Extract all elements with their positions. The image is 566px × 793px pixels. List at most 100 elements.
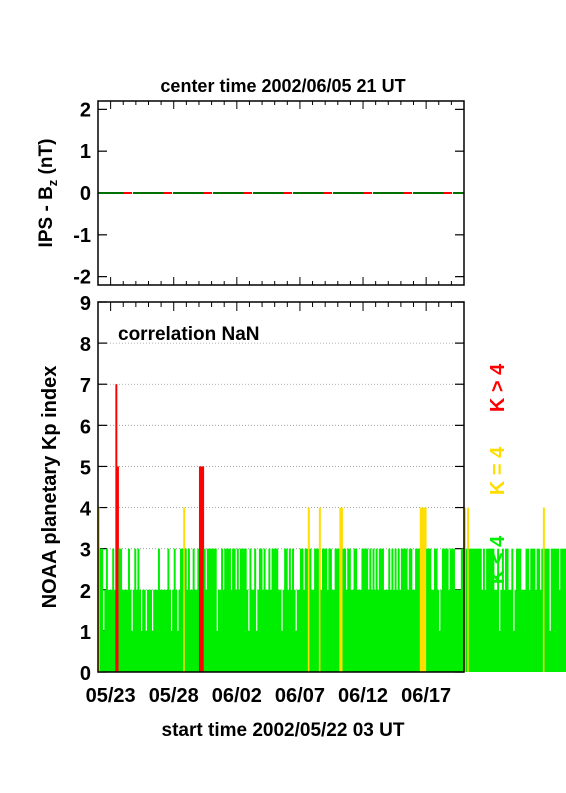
kp-bar — [430, 589, 433, 672]
bottom-xtick-label: 06/07 — [275, 685, 325, 707]
kp-bar — [536, 548, 539, 672]
kp-bar — [202, 466, 205, 672]
kp-bar — [262, 589, 265, 672]
kp-bar — [150, 589, 153, 672]
kp-bar — [260, 548, 263, 672]
kp-bar — [134, 548, 137, 672]
kp-bar — [451, 548, 454, 672]
kp-bar — [194, 589, 197, 672]
kp-bar — [274, 548, 277, 672]
kp-bar — [467, 507, 470, 672]
kp-bar — [320, 589, 323, 672]
kp-bar — [159, 589, 162, 672]
kp-bar — [393, 589, 395, 672]
top-ytick-label: 1 — [80, 141, 91, 163]
kp-bar — [123, 589, 126, 672]
kp-bar — [512, 630, 515, 672]
kp-bar — [257, 589, 260, 672]
kp-bar — [224, 548, 227, 672]
kp-bar — [443, 548, 446, 672]
kp-bar — [309, 548, 312, 672]
kp-bar — [176, 630, 179, 672]
kp-bar — [326, 589, 329, 672]
kp-bar — [279, 589, 282, 672]
kp-bar — [561, 548, 564, 672]
kp-bar — [263, 548, 266, 672]
kp-bar — [113, 589, 116, 672]
kp-bar — [299, 548, 302, 672]
kp-bar — [333, 589, 336, 672]
kp-bar — [375, 548, 378, 672]
bottom-ytick-label: 9 — [80, 293, 91, 315]
kp-bar — [370, 589, 373, 672]
kp-bar — [140, 630, 143, 672]
kp-bar — [110, 589, 113, 672]
kp-bar — [244, 548, 247, 672]
kp-bar — [476, 548, 479, 672]
kp-bar — [397, 548, 400, 672]
kp-bar — [329, 548, 332, 672]
kp-bar — [377, 589, 380, 672]
kp-bar — [456, 589, 459, 672]
bottom-ytick-label: 7 — [80, 375, 91, 397]
kp-bar — [553, 548, 556, 672]
bottom-xtick-label: 06/02 — [212, 685, 262, 707]
kp-bar — [238, 589, 241, 672]
kp-bar — [175, 589, 178, 672]
bottom-ytick-label: 3 — [80, 540, 91, 562]
kp-bar — [203, 548, 206, 672]
kp-bar — [165, 589, 168, 672]
kp-bar — [290, 589, 293, 672]
kp-bar — [464, 507, 466, 672]
kp-bar — [145, 630, 148, 672]
kp-bar — [216, 630, 219, 672]
kp-bar — [531, 548, 534, 672]
kp-bar — [265, 589, 268, 672]
kp-bar — [359, 589, 362, 672]
kp-bar — [388, 548, 391, 672]
kp-bar — [187, 548, 190, 672]
kp-bar — [104, 589, 107, 672]
legend-k-greater-4: K > 4 — [487, 363, 509, 412]
kp-bar — [213, 548, 216, 672]
kp-bar — [549, 630, 552, 672]
kp-bar — [105, 548, 108, 672]
kp-bar — [221, 548, 224, 672]
kp-bar — [378, 548, 381, 672]
kp-bar — [460, 548, 463, 672]
kp-bar — [459, 589, 462, 672]
bottom-panel-xlabel: start time 2002/05/22 03 UT — [162, 720, 405, 741]
kp-bar — [525, 548, 528, 672]
kp-bar — [268, 548, 271, 672]
kp-bar — [348, 548, 351, 672]
kp-bar — [161, 589, 164, 672]
kp-bar — [225, 548, 228, 672]
top-panel-frame — [97, 100, 465, 286]
kp-bar — [471, 548, 474, 672]
kp-bar — [465, 548, 468, 672]
kp-bar — [547, 548, 550, 672]
kp-bar — [304, 548, 307, 672]
kp-bar — [295, 630, 298, 672]
kp-bar — [509, 589, 512, 672]
kp-bar — [334, 548, 337, 672]
kp-bar — [558, 589, 561, 672]
kp-bar — [235, 589, 238, 672]
kp-bar — [167, 548, 170, 672]
kp-bar — [385, 589, 388, 672]
kp-bar — [410, 548, 413, 672]
kp-bar — [478, 548, 481, 672]
top-ylabel-main: IPS - B — [36, 186, 57, 247]
kp-bar — [424, 507, 427, 672]
kp-bar — [361, 548, 364, 672]
kp-bar — [154, 589, 157, 672]
kp-bar — [345, 589, 348, 672]
kp-bar — [564, 548, 566, 672]
kp-bar — [310, 589, 313, 672]
kp-bar — [243, 548, 246, 672]
kp-bar — [112, 548, 115, 672]
kp-bar — [307, 507, 310, 672]
kp-bar — [205, 589, 208, 672]
kp-bar — [322, 548, 324, 672]
kp-bar — [506, 548, 509, 672]
